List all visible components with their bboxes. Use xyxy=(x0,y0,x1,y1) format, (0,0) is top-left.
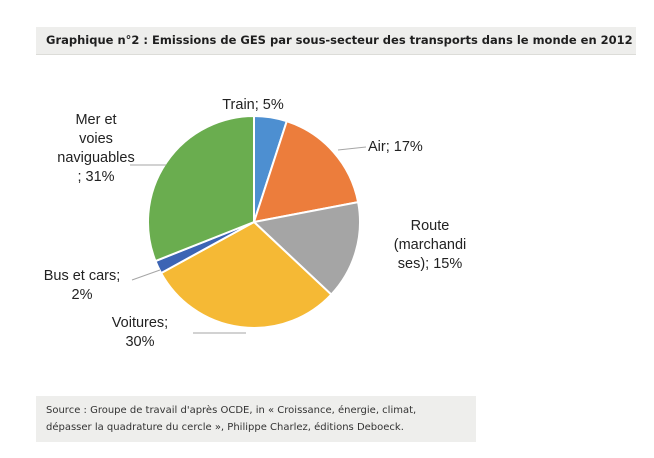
pie-slice-route-marchandises xyxy=(251,200,361,296)
pie-slices xyxy=(147,114,361,329)
slice-label-train: Train; 5% xyxy=(222,97,284,113)
slice-label-air: Air; 17% xyxy=(368,139,423,155)
slice-label-bus-et-cars: Bus et cars; 2% xyxy=(44,268,121,303)
slice-label-mer-et-voies-navigables: Mer et voies naviguables; 31% xyxy=(57,112,134,185)
slice-labels: Train; 5% Air; 17% Route (marchandi ses); 15… xyxy=(44,97,467,350)
slice-label-route-marchandises: Route (marchandi ses); 15% xyxy=(394,218,467,272)
leader-line-air xyxy=(337,146,367,151)
pie-chart: Train; 5% Air; 17% Route (marchandi ses); 15… xyxy=(44,97,467,350)
pie-slice-air xyxy=(252,119,360,224)
chart-title: Graphique n°2 : Emissions de GES par sou… xyxy=(46,33,633,47)
pie-slice-mer-et-voies-navigables xyxy=(147,114,255,263)
slice-label-voitures: Voitures; 30% xyxy=(112,315,168,350)
source-line-1: Source : Groupe de travail d'après OCDE,… xyxy=(46,405,417,416)
source-note: Source : Groupe de travail d'après OCDE,… xyxy=(36,396,476,442)
leader-line-bus-et-cars xyxy=(131,269,161,281)
leader-lines xyxy=(130,146,367,334)
pie-slice-voitures xyxy=(159,220,333,329)
source-line-2: dépasser la quadrature du cercle », Phil… xyxy=(46,422,404,433)
chart-title-band: Graphique n°2 : Emissions de GES par sou… xyxy=(36,27,636,55)
